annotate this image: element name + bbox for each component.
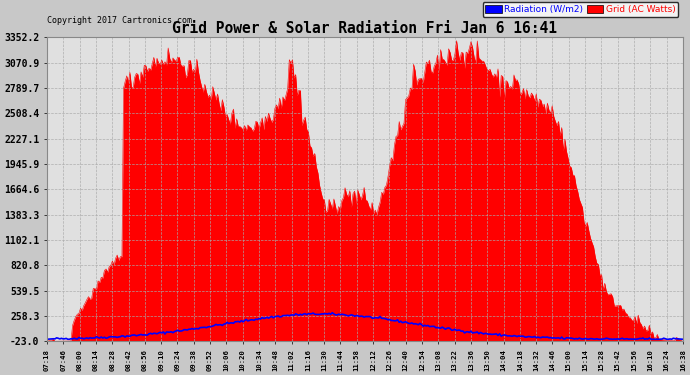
Legend: Radiation (W/m2), Grid (AC Watts): Radiation (W/m2), Grid (AC Watts) bbox=[482, 2, 678, 17]
Text: Copyright 2017 Cartronics.com: Copyright 2017 Cartronics.com bbox=[47, 16, 192, 25]
Title: Grid Power & Solar Radiation Fri Jan 6 16:41: Grid Power & Solar Radiation Fri Jan 6 1… bbox=[172, 21, 558, 36]
